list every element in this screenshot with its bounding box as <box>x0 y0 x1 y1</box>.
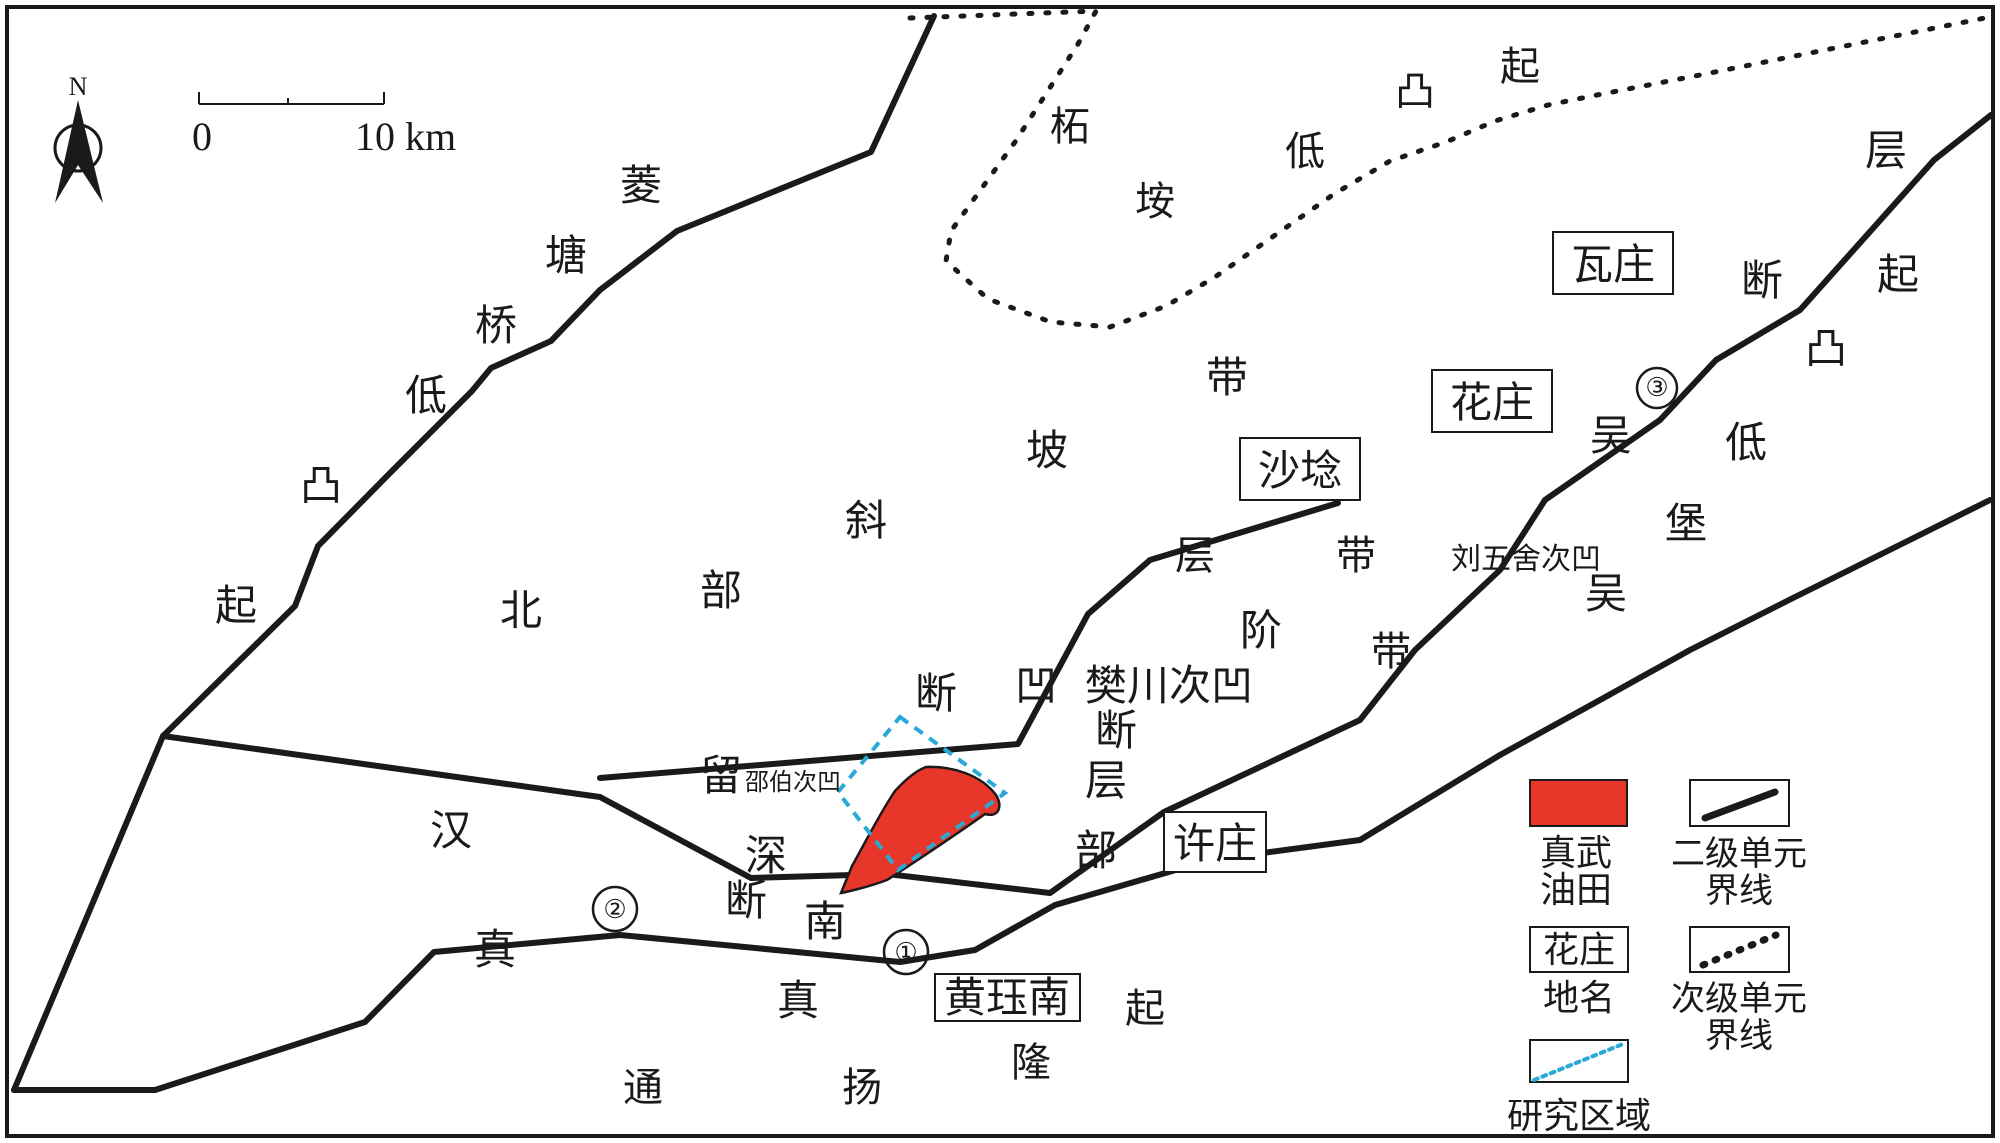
svg-text:界线: 界线 <box>1705 872 1773 910</box>
svg-text:许庄: 许庄 <box>1173 821 1257 868</box>
svg-text:真: 真 <box>777 979 819 1025</box>
svg-text:凹: 凹 <box>1015 664 1057 710</box>
svg-text:凸: 凸 <box>300 464 342 510</box>
svg-text:起: 起 <box>1125 986 1165 1031</box>
svg-text:二级单元: 二级单元 <box>1671 835 1807 873</box>
svg-text:起: 起 <box>215 584 257 630</box>
svg-text:10 km: 10 km <box>355 114 456 159</box>
svg-text:油田: 油田 <box>1540 870 1612 910</box>
svg-text:0: 0 <box>192 114 212 159</box>
svg-text:带: 带 <box>1336 533 1376 578</box>
svg-text:隆: 隆 <box>1011 1040 1051 1085</box>
svg-text:起: 起 <box>1877 253 1919 299</box>
svg-text:断: 断 <box>915 672 957 718</box>
svg-text:N: N <box>69 72 88 101</box>
svg-text:研究区域: 研究区域 <box>1507 1096 1651 1136</box>
svg-text:②: ② <box>603 894 626 924</box>
svg-text:部: 部 <box>1075 829 1117 875</box>
svg-text:凸: 凸 <box>1805 327 1847 373</box>
svg-text:柘: 柘 <box>1050 104 1090 149</box>
svg-text:③: ③ <box>1645 372 1668 402</box>
svg-text:断: 断 <box>1741 259 1783 305</box>
svg-text:层: 层 <box>1175 533 1215 578</box>
svg-text:地名: 地名 <box>1543 978 1615 1018</box>
svg-text:南: 南 <box>804 900 846 946</box>
svg-text:断: 断 <box>1095 709 1137 755</box>
svg-text:真: 真 <box>474 928 516 974</box>
svg-text:带: 带 <box>1206 356 1248 402</box>
svg-text:北: 北 <box>500 589 542 635</box>
svg-text:黄珏南: 黄珏南 <box>944 976 1070 1022</box>
svg-text:凸: 凸 <box>1395 69 1435 114</box>
svg-text:垵: 垵 <box>1135 179 1175 224</box>
svg-text:次级单元: 次级单元 <box>1671 980 1807 1018</box>
svg-text:低: 低 <box>405 374 447 420</box>
svg-text:花庄: 花庄 <box>1450 380 1534 427</box>
svg-text:通: 通 <box>623 1065 663 1110</box>
svg-text:沙埝: 沙埝 <box>1258 449 1342 495</box>
svg-text:坡: 坡 <box>1026 429 1068 475</box>
svg-text:留: 留 <box>700 754 742 800</box>
svg-text:塘: 塘 <box>545 233 587 280</box>
svg-text:刘五舍次凹: 刘五舍次凹 <box>1451 543 1601 576</box>
svg-text:低: 低 <box>1285 129 1325 174</box>
svg-text:层: 层 <box>1865 129 1907 175</box>
svg-text:①: ① <box>894 937 917 967</box>
svg-text:樊川次凹: 樊川次凹 <box>1085 664 1253 710</box>
svg-text:低: 低 <box>1725 421 1767 467</box>
svg-text:花庄: 花庄 <box>1543 930 1615 970</box>
svg-text:斜: 斜 <box>845 499 887 545</box>
svg-text:菱: 菱 <box>620 164 662 210</box>
svg-text:汉: 汉 <box>430 809 472 855</box>
svg-text:吴: 吴 <box>1590 414 1632 460</box>
svg-text:瓦庄: 瓦庄 <box>1571 242 1655 289</box>
svg-text:界线: 界线 <box>1705 1017 1773 1055</box>
svg-text:阶: 阶 <box>1240 609 1282 655</box>
svg-text:层: 层 <box>1085 759 1127 805</box>
svg-text:断: 断 <box>725 879 767 925</box>
svg-text:堡: 堡 <box>1665 502 1707 548</box>
svg-text:部: 部 <box>700 569 742 615</box>
svg-text:桥: 桥 <box>475 304 517 350</box>
svg-text:邵伯次凹: 邵伯次凹 <box>745 769 841 796</box>
svg-text:深: 深 <box>745 834 787 880</box>
svg-text:起: 起 <box>1500 44 1540 89</box>
svg-text:带: 带 <box>1371 629 1411 674</box>
svg-text:吴: 吴 <box>1585 572 1627 618</box>
svg-text:真武: 真武 <box>1540 833 1612 873</box>
svg-text:扬: 扬 <box>842 1065 882 1110</box>
